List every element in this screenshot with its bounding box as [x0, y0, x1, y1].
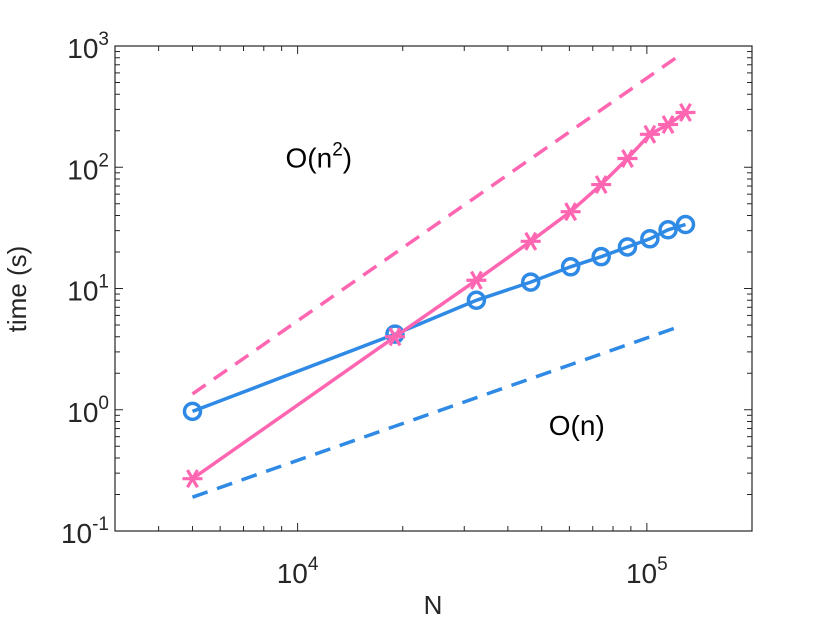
asterisk-stroke — [661, 115, 675, 135]
data-point-pink — [466, 270, 487, 290]
data-point-pink — [675, 103, 696, 122]
y-tick-label: 101 — [67, 272, 109, 307]
reference-lines — [191, 53, 682, 499]
asterisk-stroke — [643, 124, 657, 144]
data-point-blue — [658, 220, 678, 240]
data-point-blue — [591, 246, 611, 267]
data-point-pink — [520, 231, 541, 251]
x-tick-label: 105 — [626, 554, 668, 589]
asterisk-stroke — [186, 469, 199, 489]
annotation-o-n: O(n) — [549, 410, 605, 441]
annotations: O(n2) O(n) — [286, 140, 605, 441]
data-point-blue — [520, 272, 541, 292]
asterisk-stroke — [679, 103, 692, 122]
data-point-pink — [591, 175, 612, 195]
asterisk-stroke — [470, 270, 483, 290]
series-layer — [182, 103, 696, 489]
asterisk-stroke — [594, 175, 608, 195]
data-point-blue — [466, 290, 487, 311]
series-line-pink — [191, 111, 687, 481]
y-axis-label: time (s) — [2, 246, 32, 333]
y-tick-label: 10-1 — [61, 514, 109, 549]
tick-labels: 104 105 10-1 100 101 102 103 — [61, 29, 668, 589]
data-point-blue — [640, 229, 660, 249]
data-point-blue — [560, 257, 581, 277]
reference-line-1 — [191, 53, 682, 396]
data-point-blue — [182, 401, 203, 422]
x-tick-label: 104 — [277, 554, 319, 589]
data-point-pink — [182, 469, 203, 489]
data-point-pink — [617, 149, 638, 168]
series-line-blue — [191, 222, 687, 414]
data-point-pink — [639, 124, 660, 144]
y-tick-label: 100 — [67, 393, 109, 428]
data-point-pink — [658, 115, 679, 135]
annotation-o-n-squared: O(n2) — [286, 140, 353, 174]
data-point-blue — [385, 324, 405, 344]
asterisk-stroke — [388, 327, 402, 347]
ticks — [114, 45, 753, 532]
data-point-pink — [384, 327, 405, 347]
data-point-blue — [675, 214, 696, 235]
asterisk-stroke — [524, 231, 538, 251]
data-point-blue — [617, 237, 638, 257]
y-tick-label: 102 — [67, 150, 109, 185]
asterisk-stroke — [621, 149, 634, 168]
x-axis-label: N — [424, 590, 443, 620]
y-tick-label: 103 — [67, 29, 109, 64]
data-point-pink — [560, 202, 581, 222]
reference-line-0 — [191, 324, 682, 499]
asterisk-stroke — [564, 202, 578, 222]
